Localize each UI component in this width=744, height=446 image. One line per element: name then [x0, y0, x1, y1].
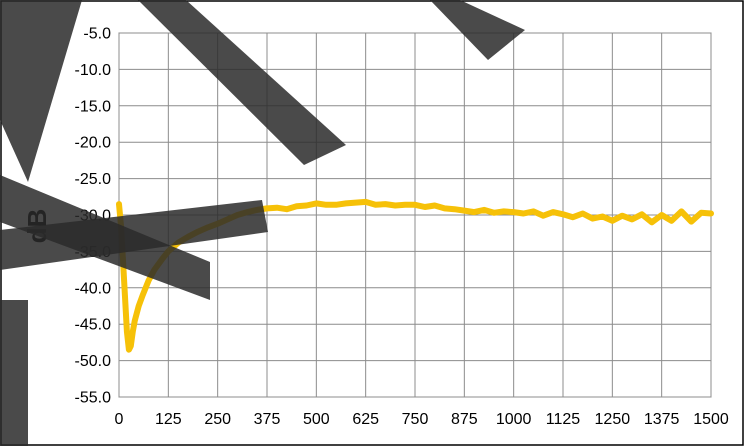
y-tick-label: -15.0 [75, 98, 112, 115]
x-tick-label: 0 [115, 411, 124, 428]
x-tick-label: 1500 [693, 411, 729, 428]
y-tick-label: -50.0 [75, 353, 112, 370]
y-tick-label: -55.0 [75, 390, 112, 407]
x-tick-label: 1375 [644, 411, 680, 428]
watermark-graphic [0, 0, 525, 446]
x-tick-label: 750 [402, 411, 429, 428]
y-tick-label: -45.0 [75, 317, 112, 334]
x-tick-label: 500 [303, 411, 330, 428]
y-tick-label: -20.0 [75, 135, 112, 152]
y-tick-label: -25.0 [75, 171, 112, 188]
x-tick-label: 125 [155, 411, 182, 428]
x-tick-label: 875 [451, 411, 478, 428]
x-axis-ticks: 0 125 250 375 500 625 750 875 1000 1125 1250 1375 15… [115, 411, 729, 428]
x-tick-label: 250 [204, 411, 231, 428]
x-tick-label: 1125 [546, 411, 581, 428]
y-tick-label: -5.0 [83, 26, 111, 43]
x-tick-label: 1000 [496, 411, 532, 428]
y-tick-label: -40.0 [75, 280, 112, 297]
x-tick-label: 375 [254, 411, 281, 428]
x-tick-label: 1250 [595, 411, 631, 428]
x-tick-label: 625 [352, 411, 379, 428]
y-tick-label: -10.0 [75, 62, 112, 79]
